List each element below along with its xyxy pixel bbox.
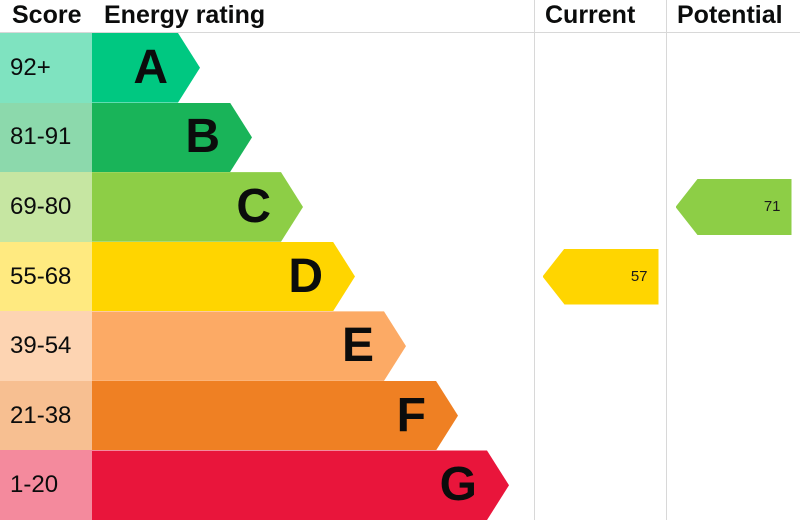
rating-bar-b: B xyxy=(92,103,252,173)
score-column-header: Score xyxy=(12,1,82,29)
score-range-b: 81-91 xyxy=(0,102,92,173)
current-cell-d: 57 xyxy=(534,241,666,312)
rating-bar-f: F xyxy=(92,381,458,451)
band-letter-f: F xyxy=(396,388,426,442)
band-row-d: 55-68 D 57 xyxy=(0,241,800,312)
band-row-e: 39-54 E xyxy=(0,311,800,381)
potential-cell-e xyxy=(666,311,800,381)
band-letter-b: B xyxy=(185,110,220,164)
potential-cell-a xyxy=(666,33,800,103)
band-row-b: 81-91 B xyxy=(0,102,800,173)
band-row-f: 21-38 F xyxy=(0,380,800,451)
potential-cell-g xyxy=(666,450,800,520)
band-letter-c: C xyxy=(236,179,271,233)
current-rating-arrow: 57 xyxy=(542,248,659,305)
current-cell-f xyxy=(534,380,666,451)
current-rating-value: 57 xyxy=(630,268,648,286)
bar-area-f: F xyxy=(92,381,534,451)
current-cell-a xyxy=(534,33,666,103)
score-range-a: 92+ xyxy=(0,33,92,103)
score-range-c: 69-80 xyxy=(0,172,92,242)
band-row-g: 1-20 G xyxy=(0,450,800,520)
current-cell-c xyxy=(534,172,666,242)
rating-bar-a: A xyxy=(92,33,200,103)
score-range-d: 55-68 xyxy=(0,241,92,312)
potential-cell-c: 71 xyxy=(666,172,800,242)
current-cell-g xyxy=(534,450,666,520)
band-letter-e: E xyxy=(341,319,374,373)
rating-bar-d: D xyxy=(92,242,355,312)
energy-rating-column-header: Energy rating xyxy=(104,1,266,29)
bar-area-b: B xyxy=(92,103,534,173)
score-range-f: 21-38 xyxy=(0,380,92,451)
band-letter-a: A xyxy=(133,40,168,94)
rating-bar-g: G xyxy=(92,450,509,520)
rating-bar-e: E xyxy=(92,311,406,381)
bar-area-g: G xyxy=(92,450,534,520)
potential-column-header: Potential xyxy=(666,0,800,32)
band-letter-g: G xyxy=(439,458,477,512)
potential-cell-d xyxy=(666,241,800,312)
bar-area-c: C xyxy=(92,172,534,242)
bar-area-a: A xyxy=(92,33,534,103)
potential-rating-arrow: 71 xyxy=(675,178,792,235)
score-range-e: 39-54 xyxy=(0,311,92,381)
band-row-a: 92+ A xyxy=(0,33,800,103)
potential-rating-value: 71 xyxy=(763,198,781,216)
potential-cell-b xyxy=(666,102,800,173)
score-range-g: 1-20 xyxy=(0,450,92,520)
current-cell-e xyxy=(534,311,666,381)
bar-area-d: D xyxy=(92,242,534,312)
chart-header-row: Score Energy rating Current Potential xyxy=(0,0,800,33)
potential-cell-f xyxy=(666,380,800,451)
rating-bar-c: C xyxy=(92,172,303,242)
current-cell-b xyxy=(534,102,666,173)
current-column-header: Current xyxy=(534,0,666,32)
bar-area-e: E xyxy=(92,311,534,381)
band-letter-d: D xyxy=(288,249,323,303)
band-row-c: 69-80 C 71 xyxy=(0,172,800,242)
